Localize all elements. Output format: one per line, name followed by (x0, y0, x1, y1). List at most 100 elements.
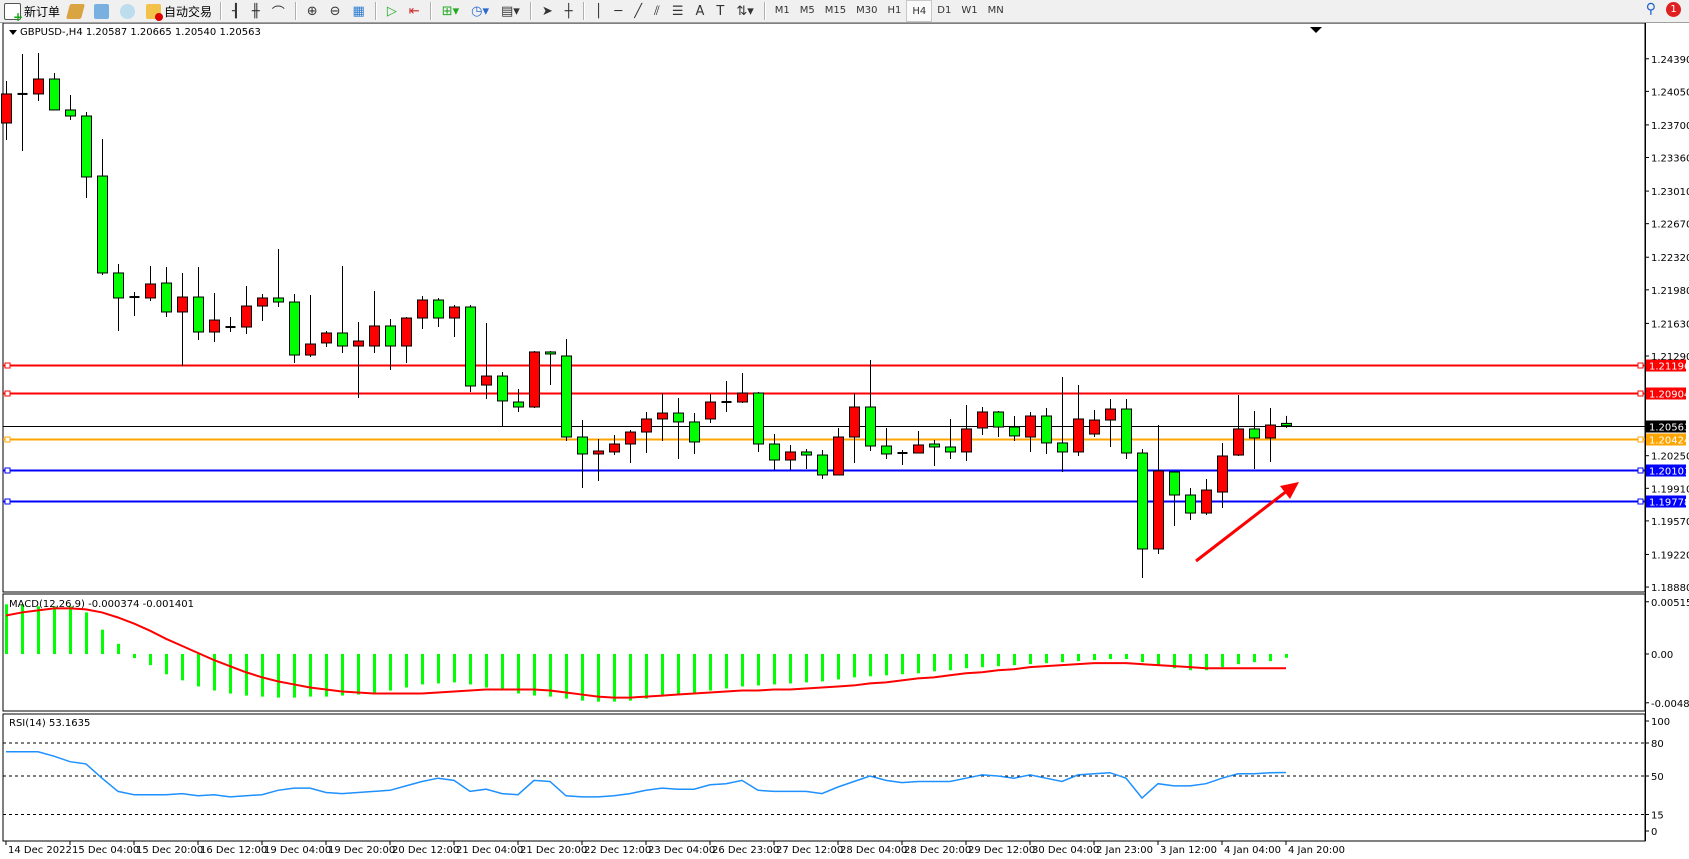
trendline-icon[interactable]: ╱ (634, 3, 643, 19)
auto-trading-button[interactable]: 自动交易 (142, 1, 216, 21)
navigator-button[interactable] (90, 1, 116, 21)
macd-histogram-bar (69, 606, 72, 654)
dropdown-triangle-icon[interactable] (9, 30, 17, 35)
horizontal-line-icon[interactable]: ─ (614, 3, 623, 19)
line-handle-right[interactable] (1637, 498, 1644, 505)
macd-histogram-bar (421, 654, 424, 685)
search-icon[interactable]: ⚲ (1645, 1, 1656, 17)
candle-body (1041, 415, 1052, 444)
indicators-icon[interactable]: ⊞▾ (441, 3, 460, 19)
text-icon[interactable]: A (695, 3, 705, 19)
timeframe-h1[interactable]: H1 (887, 4, 902, 16)
timeframe-w1[interactable]: W1 (961, 4, 978, 16)
macd-histogram-bar (741, 654, 744, 687)
chart-background (0, 23, 1689, 859)
time-label: 28 Dec 04:00 (840, 845, 907, 856)
rsi-line (6, 751, 1287, 800)
macd-histogram-bar (117, 643, 120, 654)
price-line-label: 1.21196 (1649, 362, 1689, 373)
macd-histogram-bar (1221, 654, 1224, 668)
periods-clock-icon[interactable]: ◷▾ (471, 3, 490, 19)
tile-windows-icon[interactable]: ▦ (352, 3, 365, 19)
time-label: 4 Jan 04:00 (1224, 845, 1281, 856)
candlestick-icon[interactable]: ╫ (251, 3, 260, 19)
notification-badge[interactable]: 1 (1666, 1, 1681, 17)
timeframe-m1[interactable]: M1 (774, 4, 790, 16)
text-label-icon[interactable]: T (716, 3, 725, 19)
price-line-label-bg (1646, 359, 1686, 372)
line-handle-right[interactable] (1637, 362, 1644, 369)
rsi-label: RSI(14) 53.1635 (9, 718, 90, 729)
price-tick-label: 1.18880 (1651, 583, 1689, 594)
templates-icon[interactable]: ▤▾ (501, 3, 520, 19)
new-order-label: 新订单 (24, 4, 61, 19)
candle-body (1, 93, 12, 124)
line-handle-left[interactable] (4, 498, 11, 505)
timeframe-m5[interactable]: M5 (799, 4, 815, 16)
candle-body (177, 296, 188, 313)
price-tick-label: 1.19910 (1651, 484, 1689, 495)
chart-window[interactable]: 1.21196 1.20904 1.20563 1.20424 1.20101 1.197… (0, 23, 1689, 859)
macd-histogram-bar (453, 654, 456, 683)
macd-histogram-bar (1157, 654, 1160, 666)
candle-body (305, 343, 316, 356)
macd-histogram-bar (805, 654, 808, 683)
cursor-icon[interactable]: ➤ (541, 3, 553, 19)
macd-histogram-bar (1045, 654, 1048, 664)
vertical-line-icon[interactable]: │ (594, 3, 603, 19)
timeframe-m15[interactable]: M15 (824, 4, 847, 16)
macd-histogram-bar (405, 654, 408, 688)
zoom-in-icon[interactable]: ⊕ (306, 3, 318, 19)
macd-histogram-bar (773, 654, 776, 685)
line-handle-right[interactable] (1637, 436, 1644, 443)
timeframe-h4[interactable]: H4 (906, 0, 933, 22)
candle-body (481, 375, 492, 386)
macd-histogram-bar (101, 629, 104, 654)
timeframe-d1[interactable]: D1 (937, 4, 952, 16)
macd-histogram-bar (1061, 654, 1064, 663)
macd-histogram-bar (1205, 654, 1208, 671)
line-handle-left[interactable] (4, 390, 11, 397)
macd-histogram-bar (581, 654, 584, 701)
macd-histogram-bar (1077, 654, 1080, 662)
macd-histogram-bar (485, 654, 488, 688)
signals-button[interactable] (116, 1, 142, 21)
line-handle-right[interactable] (1637, 467, 1644, 474)
arrows-icon[interactable]: ⇅▾ (736, 3, 754, 19)
market-watch-button[interactable] (64, 1, 90, 21)
line-chart-icon[interactable]: ⌒ (271, 5, 285, 21)
candle-body (929, 443, 940, 448)
macd-histogram-bar (997, 654, 1000, 667)
macd-histogram-bar (965, 654, 968, 669)
shift-marker-icon (1310, 27, 1322, 33)
candle-body (993, 411, 1004, 428)
macd-histogram-bar (933, 654, 936, 672)
line-handle-left[interactable] (4, 467, 11, 474)
macd-histogram-bar (1189, 654, 1192, 671)
time-label: 14 Dec 2022 (8, 845, 72, 856)
macd-histogram-bar (613, 654, 616, 702)
candle-body (961, 428, 972, 453)
candle-body (209, 319, 220, 333)
line-handle-left[interactable] (4, 362, 11, 369)
price-tick-label: 1.23010 (1651, 187, 1689, 198)
timeframe-m30[interactable]: M30 (856, 4, 878, 16)
line-handle-left[interactable] (4, 436, 11, 443)
crosshair-icon[interactable]: ┼ (564, 3, 573, 19)
new-order-button[interactable]: + 新订单 (0, 1, 64, 23)
zoom-out-icon[interactable]: ⊖ (329, 3, 341, 19)
macd-histogram-bar (1109, 654, 1112, 660)
separator (294, 2, 297, 20)
candle-body (337, 332, 348, 347)
chart-shift-icon[interactable]: ⇤ (408, 3, 420, 19)
candle-body (193, 296, 204, 333)
candle-body (449, 306, 460, 319)
macd-histogram-bar (645, 654, 648, 699)
bar-chart-icon[interactable]: ┨ (232, 3, 240, 19)
auto-scroll-icon[interactable]: ▷ (386, 3, 397, 19)
line-handle-right[interactable] (1637, 390, 1644, 397)
equidistant-channel-icon[interactable]: ⫽ (654, 3, 660, 19)
timeframe-mn[interactable]: MN (987, 4, 1004, 16)
fibonacci-icon[interactable]: ☰ (671, 3, 684, 19)
price-tick-label: 1.21630 (1651, 319, 1689, 330)
